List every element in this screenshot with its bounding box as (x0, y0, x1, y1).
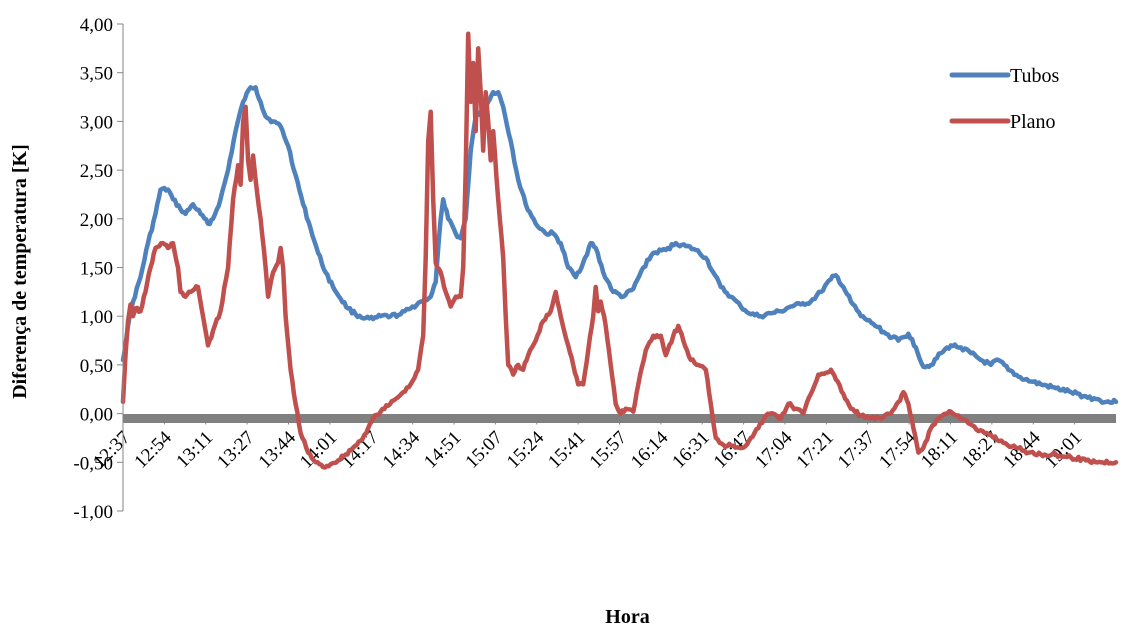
x-tick-label: 17:21 (792, 427, 837, 472)
x-tick-label: 14:17 (337, 427, 382, 472)
y-tick-label: 3,00 (80, 112, 113, 133)
y-tick-label: 2,00 (80, 210, 113, 231)
y-tick-label: -0,50 (73, 453, 113, 474)
x-tick-label: 17:04 (751, 427, 797, 473)
x-tick-label: 15:41 (544, 427, 589, 472)
x-tick-label: 13:11 (172, 427, 217, 472)
y-axis-ticks: -1,00 -0,50 0,00 0,50 1,00 1,50 2,00 2,50 3,00 3,… (73, 15, 123, 523)
x-axis-ticks: 12:3712:5413:1113:2713:4414:0114:1714:34… (89, 418, 1086, 473)
x-tick-label: 18:27 (958, 427, 1003, 472)
series-layer (120, 31, 1119, 470)
y-tick-label: 1,50 (80, 259, 113, 280)
x-axis-title: Hora (605, 606, 649, 628)
y-tick-label: -1,00 (73, 502, 113, 523)
x-tick-label: 16:31 (668, 427, 713, 472)
y-axis-title: Diferença de temperatura [K] (9, 144, 31, 399)
x-tick-label: 13:27 (213, 427, 258, 472)
x-tick-label: 14:51 (420, 427, 465, 472)
y-tick-label: 2,50 (80, 161, 113, 182)
y-tick-label: 0,00 (80, 405, 113, 426)
x-tick-label: 16:14 (627, 427, 673, 473)
series-line-plano (120, 31, 1119, 470)
series-line-tubos (120, 85, 1119, 406)
legend: Tubos Plano (949, 65, 1060, 133)
x-tick-label: 19:01 (1041, 427, 1086, 472)
y-tick-label: 3,50 (80, 64, 113, 85)
legend-label-plano: Plano (1010, 111, 1056, 133)
y-tick-label: 1,00 (80, 307, 113, 328)
y-tick-label: 0,50 (80, 356, 113, 377)
x-tick-label: 15:07 (461, 427, 506, 472)
x-tick-label: 13:44 (255, 427, 301, 473)
x-tick-label: 17:37 (834, 427, 879, 472)
x-tick-label: 12:54 (130, 427, 176, 473)
x-tick-label: 15:57 (586, 427, 631, 472)
x-tick-label: 14:34 (379, 427, 425, 473)
y-tick-label: 4,00 (80, 15, 113, 36)
legend-label-tubos: Tubos (1010, 65, 1060, 87)
x-tick-label: 15:24 (503, 427, 549, 473)
